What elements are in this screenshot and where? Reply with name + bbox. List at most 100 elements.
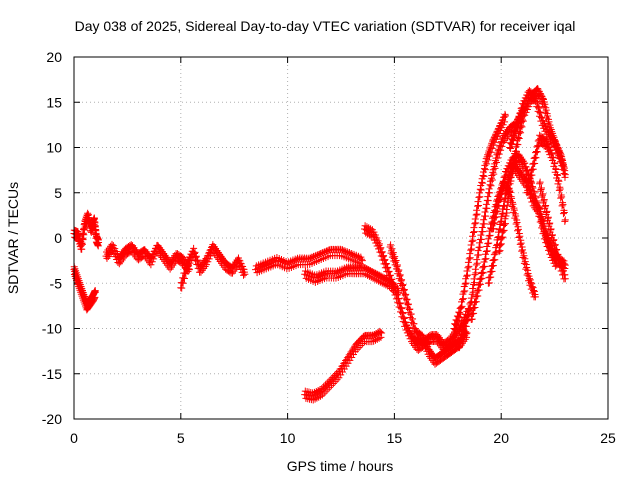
data-point xyxy=(378,329,386,337)
data-point xyxy=(521,258,529,266)
data-point xyxy=(501,220,509,228)
data-point xyxy=(409,315,417,323)
data-point xyxy=(389,279,397,287)
data-point xyxy=(532,94,540,102)
data-point xyxy=(373,234,381,242)
data-point xyxy=(364,271,372,279)
data-point xyxy=(78,240,86,248)
data-point xyxy=(108,240,116,248)
data-point xyxy=(537,216,545,224)
data-point xyxy=(385,267,393,275)
data-point xyxy=(557,151,565,159)
data-point xyxy=(536,178,544,186)
data-point xyxy=(398,276,406,284)
data-point xyxy=(482,255,490,263)
chart-title: Day 038 of 2025, Sidereal Day-to-day VTE… xyxy=(75,18,576,34)
data-point xyxy=(376,278,384,286)
data-point xyxy=(417,330,425,338)
data-point xyxy=(378,248,386,256)
data-point xyxy=(486,231,494,239)
data-point xyxy=(556,185,564,193)
data-point xyxy=(545,143,553,151)
data-point xyxy=(377,333,385,341)
data-point xyxy=(544,213,552,221)
data-point xyxy=(561,275,569,283)
data-point xyxy=(550,236,558,244)
y-tick-label: 5 xyxy=(54,185,62,201)
data-point xyxy=(560,208,568,216)
data-point xyxy=(344,359,352,367)
data-point xyxy=(549,154,557,162)
data-point xyxy=(479,179,487,187)
data-point xyxy=(461,328,469,336)
data-point xyxy=(80,226,88,234)
data-point xyxy=(531,159,539,167)
y-tick-label: 15 xyxy=(46,94,62,110)
data-point xyxy=(339,368,347,376)
data-point xyxy=(527,279,535,287)
data-point xyxy=(531,91,539,99)
data-point xyxy=(518,110,526,118)
y-tick-label: 0 xyxy=(54,230,62,246)
data-point xyxy=(461,287,469,295)
y-tick-label: -15 xyxy=(42,366,62,382)
data-point xyxy=(511,154,519,162)
x-tick-label: 0 xyxy=(70,430,78,446)
data-point xyxy=(369,274,377,282)
data-point xyxy=(491,138,499,146)
data-point xyxy=(552,139,560,147)
data-point xyxy=(544,112,552,120)
data-point xyxy=(517,239,525,247)
data-point xyxy=(191,248,199,256)
data-point xyxy=(472,269,480,277)
data-point xyxy=(533,199,541,207)
data-point xyxy=(554,145,562,153)
data-point xyxy=(516,115,524,123)
data-point xyxy=(546,219,554,227)
data-point xyxy=(387,241,395,249)
data-point xyxy=(488,176,496,184)
data-point xyxy=(561,261,569,269)
data-point xyxy=(375,240,383,248)
data-point xyxy=(523,167,531,175)
data-point xyxy=(472,219,480,227)
data-point xyxy=(498,142,506,150)
data-point xyxy=(556,148,564,156)
data-point xyxy=(510,206,518,214)
data-point xyxy=(388,275,396,283)
data-point xyxy=(560,163,568,171)
data-point xyxy=(503,209,511,217)
data-point xyxy=(311,395,319,403)
data-point xyxy=(508,168,516,176)
data-point xyxy=(540,196,548,204)
data-point xyxy=(514,225,522,233)
data-point xyxy=(488,144,496,152)
data-point xyxy=(391,283,399,291)
data-point xyxy=(477,235,485,243)
data-point xyxy=(477,186,485,194)
data-point xyxy=(204,258,212,266)
data-point xyxy=(358,257,366,265)
data-point xyxy=(148,258,156,266)
data-point xyxy=(388,245,396,253)
data-point xyxy=(516,232,524,240)
data-point xyxy=(492,135,500,143)
data-point xyxy=(487,182,495,190)
data-point xyxy=(376,328,384,336)
data-point xyxy=(499,121,507,129)
data-point xyxy=(313,394,321,402)
data-point xyxy=(497,146,505,154)
data-point xyxy=(476,193,484,201)
data-point xyxy=(548,231,556,239)
data-point xyxy=(202,261,210,269)
data-point xyxy=(545,118,553,126)
data-point xyxy=(471,279,478,287)
data-point xyxy=(515,134,523,142)
y-tick-label: 20 xyxy=(46,49,62,65)
data-point xyxy=(465,262,473,270)
data-point xyxy=(393,261,401,269)
data-point xyxy=(378,279,386,287)
data-point xyxy=(498,190,506,198)
x-tick-label: 10 xyxy=(280,430,296,446)
data-point xyxy=(392,287,400,295)
